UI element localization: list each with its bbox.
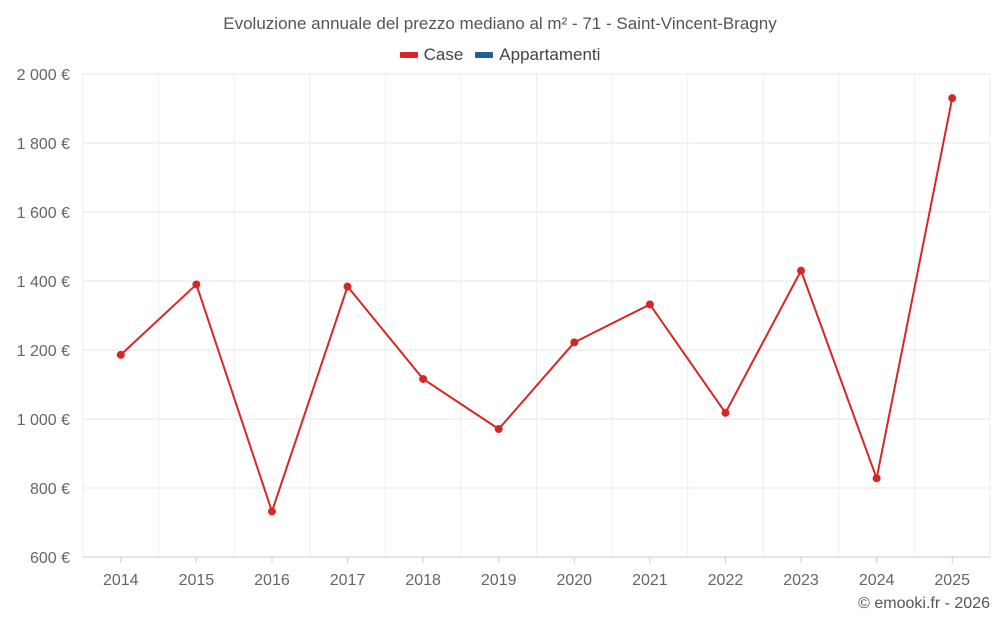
series-layer	[116, 94, 957, 516]
y-axis-ticks: 600 € 800 € 1 000 € 1 200 € 1 400 € 1 600 € 1 …	[17, 67, 70, 567]
data-point	[948, 94, 957, 103]
data-point	[192, 280, 201, 289]
data-point	[494, 425, 503, 434]
x-tick-label: 2021	[632, 572, 668, 589]
data-point	[267, 507, 276, 516]
legend-swatch-case	[399, 52, 418, 58]
legend-swatch-appartamenti	[475, 52, 494, 58]
data-point	[419, 374, 428, 383]
x-tick-label: 2017	[330, 572, 366, 589]
legend: Case Appartamenti	[0, 45, 1000, 65]
x-tick-label: 2018	[405, 572, 441, 589]
data-point	[116, 350, 125, 359]
legend-label-appartamenti: Appartamenti	[499, 45, 601, 64]
x-tick-label: 2020	[556, 572, 592, 589]
y-tick-label: 1 800 €	[17, 136, 70, 153]
y-tick-label: 800 €	[30, 481, 70, 498]
y-tick-label: 1 600 €	[17, 205, 70, 222]
y-tick-label: 2 000 €	[17, 67, 70, 84]
x-tick-label: 2016	[254, 572, 290, 589]
x-tick-label: 2015	[179, 572, 215, 589]
y-tick-label: 1 200 €	[17, 343, 70, 360]
y-tick-label: 1 400 €	[17, 274, 70, 291]
data-point	[570, 338, 579, 347]
x-tick-label: 2019	[481, 572, 517, 589]
chart-title: Evoluzione annuale del prezzo mediano al…	[223, 14, 777, 33]
data-point	[721, 408, 730, 417]
x-axis-ticks: 2014 2015 2016 2017 2018 2019 2020 2021 2022 2023…	[103, 557, 970, 589]
data-point	[645, 300, 654, 309]
x-tick-label: 2023	[783, 572, 819, 589]
x-tick-label: 2014	[103, 572, 139, 589]
grid-lines	[82, 73, 991, 558]
data-point	[872, 474, 881, 483]
x-tick-label: 2024	[859, 572, 895, 589]
data-point	[343, 282, 352, 291]
series-line-case	[120, 97, 954, 513]
legend-label-case: Case	[423, 45, 464, 64]
y-tick-label: 1 000 €	[17, 412, 70, 429]
data-point	[797, 266, 806, 275]
legend-item-case[interactable]: Case	[399, 45, 464, 65]
credit-text: © emooki.fr - 2026	[858, 595, 990, 612]
x-tick-label: 2025	[934, 572, 970, 589]
legend-item-appartamenti[interactable]: Appartamenti	[475, 45, 600, 65]
x-tick-label: 2022	[708, 572, 744, 589]
y-tick-label: 600 €	[30, 550, 70, 567]
